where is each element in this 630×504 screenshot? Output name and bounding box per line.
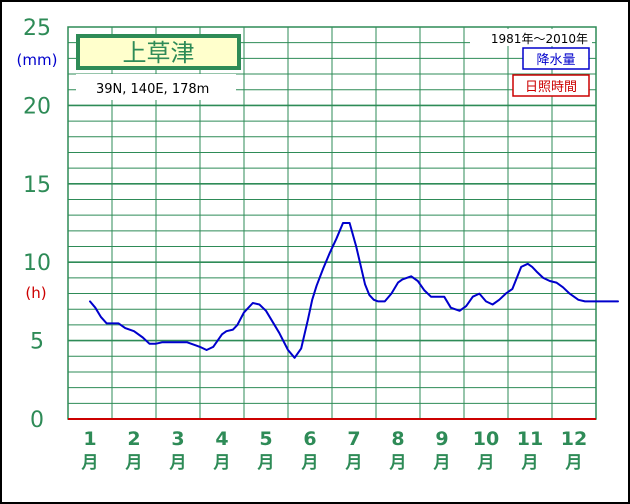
y-tick-labels: 0 5 10 15 20 25: [23, 16, 51, 433]
month-suffix: 月: [477, 453, 495, 473]
month-number: 3: [171, 428, 184, 450]
y-tick-label: 25: [23, 16, 51, 41]
month-suffix: 月: [169, 453, 187, 473]
legend-sunshine: 日照時間: [512, 74, 590, 97]
station-name: 上草津: [123, 39, 195, 67]
month-number: 7: [347, 428, 360, 450]
legend-precip-label: 降水量: [536, 53, 575, 68]
y-tick-label: 0: [30, 408, 44, 433]
month-number: 8: [391, 428, 404, 450]
month-number: 12: [561, 428, 587, 450]
location-bg: [76, 74, 236, 100]
month-suffix: 月: [81, 453, 99, 473]
series: [89, 222, 619, 359]
month-suffix: 月: [301, 453, 319, 473]
y-tick-label: 15: [23, 173, 51, 198]
month-suffix: 月: [345, 453, 363, 473]
y-tick-label: 5: [30, 330, 44, 355]
month-suffix: 月: [433, 453, 451, 473]
month-suffix: 月: [389, 453, 407, 473]
month-suffix: 月: [565, 453, 583, 473]
month-number: 2: [127, 428, 140, 450]
month-number: 10: [473, 428, 499, 450]
station-location: 39N, 140E, 178m: [96, 82, 209, 97]
month-number: 5: [259, 428, 272, 450]
month-suffix: 月: [521, 453, 539, 473]
y-unit-precip: (mm): [17, 51, 58, 69]
month-number: 4: [215, 428, 228, 450]
series-line-1: [89, 222, 619, 359]
legend-sunshine-label: 日照時間: [525, 80, 577, 95]
month-number: 1: [83, 428, 96, 450]
y-tick-label: 10: [23, 251, 51, 276]
legend-precip: 降水量: [522, 47, 590, 70]
month-number: 6: [303, 428, 316, 450]
grid: [68, 27, 596, 419]
period-bg: [470, 29, 592, 46]
month-suffix: 月: [257, 453, 275, 473]
axes: [67, 26, 597, 420]
month-number: 9: [435, 428, 448, 450]
month-number: 11: [517, 428, 543, 450]
station-box: 上草津: [76, 34, 241, 70]
y-unit-sunshine: (h): [25, 284, 46, 302]
month-suffix: 月: [213, 453, 231, 473]
x-tick-labels: 1 月 2 月 3 月 4 月 5 月 6 月 7 月 8 月 9 月 10 月 11 月 12 月: [81, 428, 588, 473]
period-label: 1981年〜2010年: [491, 32, 588, 46]
month-suffix: 月: [125, 453, 143, 473]
y-tick-label: 20: [23, 94, 51, 119]
